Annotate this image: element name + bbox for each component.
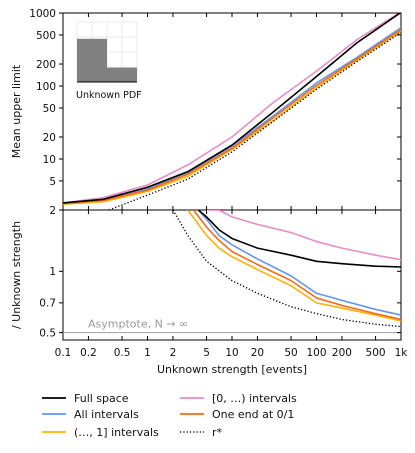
inset-bar xyxy=(107,67,137,82)
legend-label-0-intervals: [0, …) intervals xyxy=(212,392,297,405)
bottom-panel: Asymptote, N → ∞ 0.5 0.7 1 / Unknown stren… xyxy=(10,209,402,341)
bottom-series-full-space xyxy=(197,210,401,268)
x-tick-label: 0.2 xyxy=(80,347,97,359)
bottom-y-tick-label: 1 xyxy=(49,266,56,278)
top-y-axis-title: Mean upper limit xyxy=(10,64,23,158)
x-tick-label: 0.5 xyxy=(114,347,131,359)
x-tick-label: 10 xyxy=(225,347,238,359)
bottom-y-axis-title: / Unknown strength xyxy=(10,221,23,329)
bottom-series-one-end-at-0-1 xyxy=(192,210,401,321)
top-y-tick-label: 500 xyxy=(36,30,56,42)
top-y-tick-label: 100 xyxy=(36,81,56,93)
top-y-tick-label: 2 xyxy=(49,205,56,217)
x-tick-label: 500 xyxy=(366,347,386,359)
top-y-tick-label: 200 xyxy=(36,59,56,71)
inset-histogram xyxy=(77,38,137,82)
top-series-full-space xyxy=(63,13,401,204)
x-axis-title: Unknown strength [events] xyxy=(157,363,307,376)
bottom-series-group xyxy=(172,210,401,328)
legend-label-one-end-at-0-1: One end at 0/1 xyxy=(212,408,294,421)
x-tick-label: 5 xyxy=(203,347,210,359)
legend-label-r: r* xyxy=(212,426,223,439)
top-series-0-intervals xyxy=(63,13,401,204)
top-series-1-intervals xyxy=(63,30,401,206)
x-axis: 0.1 0.2 0.5 1 2 5 10 20 50 100 200 500 1k xyxy=(55,13,409,359)
asymptote-annotation: Asymptote, N → ∞ xyxy=(88,318,188,331)
top-y-tick-label: 10 xyxy=(43,154,56,166)
bottom-y-tick-label: 0.7 xyxy=(39,298,56,310)
x-tick-label: 0.1 xyxy=(55,347,72,359)
inset-label: Unknown PDF xyxy=(76,90,142,101)
bottom-series-all-intervals xyxy=(197,210,401,316)
top-y-axis: 2 5 10 20 50 100 200 500 1000 xyxy=(29,8,401,217)
bottom-series-0-intervals xyxy=(206,210,401,261)
top-y-tick-label: 50 xyxy=(43,103,56,115)
bottom-y-tick-label: 0.5 xyxy=(39,327,56,339)
bottom-series-1-intervals xyxy=(187,210,401,322)
unknown-pdf-inset: Unknown PDF xyxy=(74,20,142,101)
x-tick-label: 20 xyxy=(251,347,264,359)
top-panel: 2 5 10 20 50 100 200 500 1000 Mean upper limit U… xyxy=(10,8,402,217)
x-tick-label: 1 xyxy=(144,347,151,359)
x-tick-label: 100 xyxy=(306,347,326,359)
x-tick-label: 2 xyxy=(170,347,177,359)
top-series-group xyxy=(63,13,401,210)
x-tick-label: 50 xyxy=(284,347,297,359)
legend-label-full-space: Full space xyxy=(74,392,129,405)
bottom-y-axis: 0.5 0.7 1 xyxy=(39,266,401,339)
top-y-tick-label: 1000 xyxy=(29,8,56,20)
top-y-tick-label: 20 xyxy=(43,132,56,144)
top-series-one-end-at-0-1 xyxy=(63,29,401,205)
inset-bar xyxy=(77,38,107,82)
top-y-tick-label: 5 xyxy=(49,176,56,188)
x-tick-label: 200 xyxy=(332,347,352,359)
legend: Full space All intervals (…, 1] intervals [… xyxy=(42,392,297,439)
legend-label-all-intervals: All intervals xyxy=(74,408,139,421)
legend-label-1-intervals: (…, 1] intervals xyxy=(74,426,159,439)
bottom-series-r xyxy=(172,210,401,328)
x-tick-label: 1k xyxy=(395,347,409,359)
